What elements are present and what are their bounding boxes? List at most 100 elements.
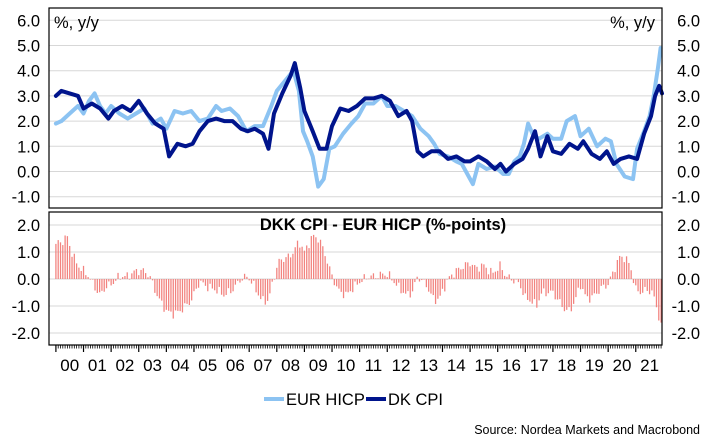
bottom-y-tick-left: -1.0 [12,298,40,316]
difference-bar [179,279,181,312]
difference-bar [384,275,386,279]
difference-bar [333,279,335,286]
difference-bar [596,279,598,294]
difference-bar [306,245,308,279]
difference-bar [660,279,662,323]
difference-bar [292,253,294,279]
difference-bar [75,263,78,279]
series-line-eur-hicp [53,46,663,189]
difference-bar [250,279,253,284]
difference-bar [570,279,572,312]
difference-bar [651,279,653,291]
x-tick-label: 04 [171,356,190,375]
x-tick-label: 02 [115,356,134,375]
difference-bar [246,276,248,279]
difference-bar [124,276,126,279]
difference-bar [483,264,485,279]
difference-bar [253,279,255,281]
difference-bar [98,279,101,293]
difference-bar [593,279,595,294]
difference-bar [234,279,237,285]
bottom-y-tick-right: -1.0 [672,298,700,316]
top-y-tick-right: 4.0 [677,63,700,81]
difference-bar [439,279,441,296]
difference-bar [437,279,439,299]
difference-bar [349,279,352,292]
difference-bar [289,257,292,279]
difference-bar [310,236,312,279]
difference-bar [71,256,73,279]
difference-bar [503,275,506,279]
difference-bar [522,279,524,296]
difference-bar [563,279,566,312]
x-tick-label: 17 [530,356,549,375]
difference-bar [582,279,584,289]
difference-bar [82,265,85,279]
x-tick-label: 00 [60,356,79,375]
top-panel: 6.0 6.0 5.0 5.0 4.0 4.0 3.0 3.0 2.0 2.0 1.0 1.0 0.0 0… [12,12,700,206]
difference-bar [370,275,372,279]
top-y-tick-left: 0.0 [17,164,40,182]
difference-bar [356,279,358,285]
difference-bar [625,256,628,279]
difference-bar [177,279,179,311]
difference-bar [485,267,487,279]
difference-bar [393,279,395,284]
difference-bar [425,279,428,288]
top-y-tick-right: 5.0 [677,38,700,56]
difference-bar [455,268,457,279]
difference-bar [319,239,322,279]
difference-bar [241,279,243,281]
difference-bar [340,279,342,292]
difference-bar [195,279,197,289]
difference-bar [303,250,306,279]
difference-bar [372,273,375,279]
difference-bar [492,272,494,279]
bottom-y-tick-right: 2.0 [677,217,700,235]
difference-bar [243,273,246,279]
difference-bar [471,264,474,279]
difference-bar [407,279,409,292]
difference-bar [163,279,165,312]
difference-bar [605,279,607,289]
x-tick-label: 18 [557,356,576,375]
bottom-y-tick-left: -2.0 [12,325,40,343]
difference-bar [533,279,536,300]
difference-bar [547,279,549,294]
difference-bar [216,279,218,294]
difference-bar [464,262,467,279]
difference-bar [478,271,480,279]
difference-bar [142,268,144,279]
difference-bar [232,279,234,292]
difference-bar [57,240,59,279]
difference-bar [62,245,64,279]
top-right-unit-label: %, y/y [610,14,656,32]
difference-bar [255,279,257,293]
difference-bar [476,266,478,279]
difference-bar [239,279,241,283]
difference-bar [220,279,223,295]
difference-bar [432,279,434,296]
difference-bar [172,279,174,319]
difference-bar [462,268,464,279]
difference-bar [607,279,609,286]
difference-bar [589,279,591,303]
difference-bar [568,279,570,308]
difference-bar [402,279,404,293]
difference-bar [345,279,347,292]
top-y-tick-right: 2.0 [677,113,700,131]
difference-bar [423,279,425,280]
difference-bar [278,258,280,279]
top-y-tick-right: -1.0 [672,189,700,207]
difference-bar [174,279,177,311]
difference-bar [315,237,317,279]
difference-bar [188,279,190,305]
difference-bar [497,270,499,279]
x-tick-label: 10 [336,356,355,375]
difference-bar [331,274,333,279]
top-y-tick-left: 5.0 [17,38,40,56]
difference-bar [591,279,593,296]
difference-bar [388,271,391,279]
difference-bar [161,279,163,301]
difference-bar [225,279,227,295]
